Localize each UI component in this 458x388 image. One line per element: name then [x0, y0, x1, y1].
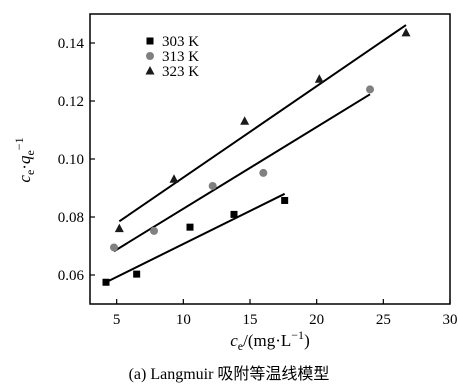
- point-313k: [366, 85, 374, 94]
- legend-label-303k: 303 K: [162, 34, 199, 50]
- point-323k: [169, 174, 179, 183]
- point-303k: [133, 270, 141, 278]
- legend-label-323k: 323 K: [162, 64, 199, 80]
- legend-marker-303k: [146, 37, 154, 45]
- point-323k: [114, 223, 124, 233]
- figure-caption: (a) Langmuir 吸附等温线模型: [128, 366, 330, 383]
- y-tick-label: 0.10: [58, 152, 84, 168]
- legend-label-313k: 313 K: [162, 49, 199, 65]
- point-323k: [401, 27, 411, 37]
- y-tick-label: 0.06: [58, 268, 85, 284]
- point-303k: [281, 196, 289, 204]
- point-313k: [259, 168, 268, 177]
- point-303k: [186, 223, 194, 231]
- point-313k: [150, 226, 158, 235]
- legend-marker-313k: [146, 52, 154, 60]
- fit-line-303k: [105, 192, 286, 284]
- point-303k: [230, 210, 238, 218]
- y-tick-label: 0.08: [58, 210, 84, 226]
- legend-marker-323k: [145, 66, 155, 75]
- y-tick-label: 0.12: [58, 94, 84, 110]
- fit-line-313k: [113, 93, 371, 253]
- point-323k: [240, 116, 250, 125]
- point-323k: [314, 74, 324, 83]
- data-points: [102, 27, 411, 286]
- fit-line-323k: [118, 24, 407, 223]
- y-axis-label: ce·qe−1: [12, 137, 37, 182]
- x-tick-label: 25: [376, 312, 391, 328]
- fit-lines: [105, 24, 407, 284]
- x-tick-label: 30: [443, 312, 458, 328]
- y-tick-label: 0.14: [58, 36, 85, 52]
- plot-frame: [89, 13, 451, 305]
- x-tick-label: 15: [243, 312, 258, 328]
- x-tick-label: 10: [176, 312, 191, 328]
- point-313k: [110, 243, 118, 252]
- point-303k: [102, 278, 110, 286]
- point-313k: [208, 181, 217, 190]
- x-tick-label: 5: [113, 312, 121, 328]
- axis-ticks: 5 10 15 20 25 30 0.06 0.08 0.10 0.12 0.14: [58, 36, 458, 328]
- x-tick-label: 20: [309, 312, 324, 328]
- x-axis-label: ce/(mg·L−1): [230, 328, 309, 353]
